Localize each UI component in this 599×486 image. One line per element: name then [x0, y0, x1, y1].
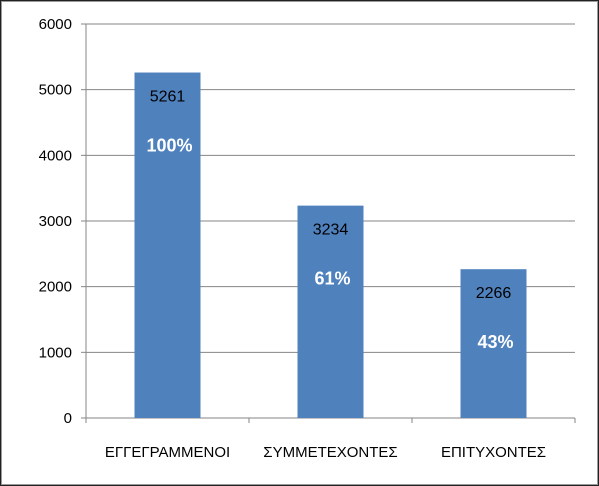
- bar-value-label: 3234: [313, 222, 349, 239]
- y-tick-label: 6000: [39, 16, 72, 33]
- y-tick-label: 5000: [39, 82, 72, 99]
- y-tick-label: 0: [64, 410, 72, 427]
- bar-percent-label: 43%: [477, 332, 513, 352]
- x-category-label: ΕΠΙΤΥΧΟΝΤΕΣ: [441, 444, 546, 461]
- y-tick-label: 1000: [39, 344, 72, 361]
- bar-percent-label: 100%: [146, 136, 192, 156]
- x-category-label: ΣΥΜΜΕΤΕΧΟΝΤΕΣ: [263, 444, 397, 461]
- y-tick-label: 4000: [39, 147, 72, 164]
- bar-value-label: 2266: [476, 285, 512, 302]
- y-tick-label: 2000: [39, 279, 72, 296]
- bar-percent-label: 61%: [314, 269, 350, 289]
- bar: [297, 205, 364, 418]
- x-category-label: ΕΓΓΕΓΡΑΜΜΕΝΟΙ: [105, 444, 230, 461]
- y-tick-label: 3000: [39, 213, 72, 230]
- bar-value-label: 5261: [150, 89, 186, 106]
- bar: [134, 72, 201, 419]
- bar: [460, 269, 527, 418]
